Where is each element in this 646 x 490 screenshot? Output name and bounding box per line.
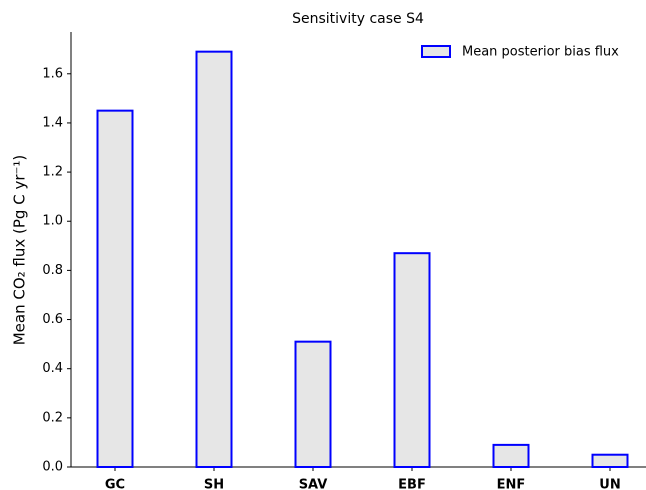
chart-title: Sensitivity case S4	[292, 11, 424, 27]
y-tick-label: 0.2	[42, 410, 63, 425]
x-tick-label: EBF	[398, 478, 426, 490]
y-tick-label: 0.0	[42, 460, 63, 475]
y-tick-label: 1.4	[42, 115, 63, 130]
y-tick-label: 0.8	[42, 263, 63, 278]
x-tick-label: SAV	[299, 478, 328, 490]
x-tick-label: SH	[204, 478, 224, 490]
x-tick-label: UN	[599, 478, 620, 490]
bar	[96, 109, 134, 468]
bar	[294, 340, 332, 468]
y-tick-label: 0.4	[42, 361, 63, 376]
bar	[492, 443, 530, 468]
x-tick-label: ENF	[497, 478, 526, 490]
y-tick-label: 0.6	[42, 312, 63, 327]
y-axis-label: Mean CO₂ flux (Pg C yr⁻¹)	[11, 155, 29, 346]
y-tick-label: 1.6	[42, 66, 63, 81]
bar	[195, 50, 233, 469]
y-tick-label: 1.2	[42, 165, 63, 180]
x-tick-label: GC	[105, 478, 125, 490]
legend-swatch	[421, 45, 451, 58]
bar	[393, 252, 431, 468]
bar	[591, 453, 629, 468]
y-tick-label: 1.0	[42, 214, 63, 229]
legend-label: Mean posterior bias flux	[462, 45, 619, 60]
